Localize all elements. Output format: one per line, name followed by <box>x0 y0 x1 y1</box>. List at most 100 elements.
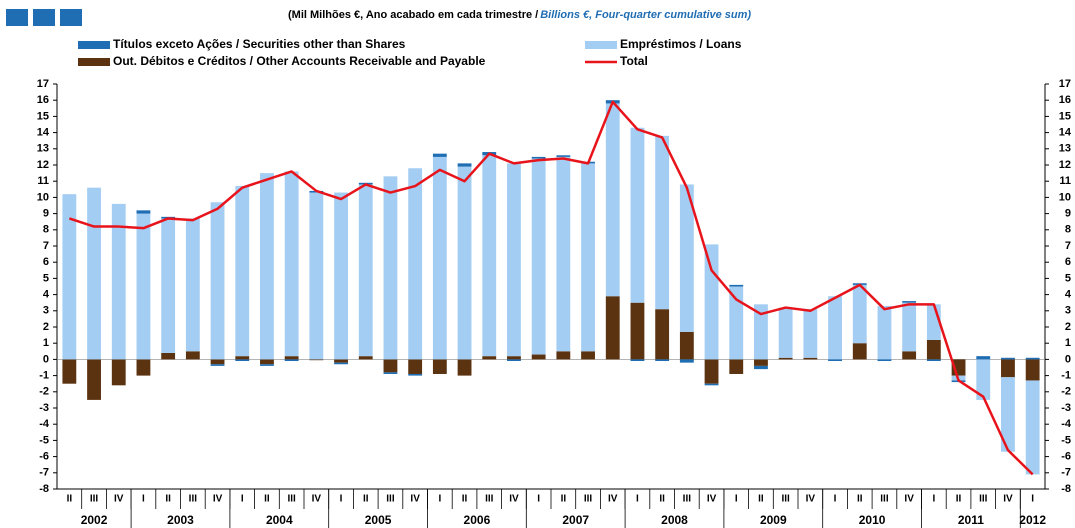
x-tick-label: II <box>659 494 665 505</box>
bar <box>630 127 645 303</box>
bar <box>136 213 151 360</box>
x-tick-label: I <box>1031 494 1034 505</box>
bar <box>185 351 200 360</box>
x-tick-label: IV <box>1003 494 1013 505</box>
bar <box>581 163 595 352</box>
legend-label: Total <box>620 54 648 68</box>
bar <box>383 359 398 373</box>
line <box>68 100 1034 476</box>
y2-tick-label: 5 <box>1065 272 1071 284</box>
y2-tick-label: -7 <box>1061 467 1071 479</box>
bar <box>902 301 917 303</box>
bar <box>383 176 398 360</box>
y-tick-label: -5 <box>39 434 49 446</box>
y-tick-label: 12 <box>37 159 49 171</box>
x-tick-label: IV <box>806 494 816 505</box>
x-tick-label: IV <box>707 494 717 505</box>
y2-tick-label: 2 <box>1065 321 1071 333</box>
bar <box>87 187 101 360</box>
x-tick-label: II <box>165 494 171 505</box>
bar <box>457 166 472 360</box>
x-tick-label: I <box>932 494 935 505</box>
y-tick-label: 7 <box>43 240 49 252</box>
bar <box>926 339 941 360</box>
y2-tick-label: 3 <box>1065 305 1071 317</box>
x-tick-label: I <box>834 494 837 505</box>
x-tick-label: II <box>857 494 863 505</box>
bar <box>1001 357 1015 360</box>
bar <box>482 356 497 360</box>
bar <box>87 359 101 400</box>
bar <box>655 135 670 310</box>
x-tick-label: II <box>758 494 764 505</box>
bar <box>556 155 571 157</box>
bar <box>284 356 299 360</box>
y2-tick-label: 11 <box>1059 175 1071 187</box>
y-tick-label: 15 <box>37 110 49 122</box>
y2-tick-label: -6 <box>1061 451 1071 463</box>
bar <box>334 192 348 360</box>
y2-tick-label: -5 <box>1061 434 1071 446</box>
y2-tick-label: -3 <box>1061 402 1071 414</box>
chart-title: (Mil Milhões €, Ano acabado em cada trim… <box>288 9 538 21</box>
y2-tick-label: -8 <box>1061 483 1071 495</box>
year-label: 2010 <box>859 513 886 527</box>
x-tick-label: II <box>67 494 73 505</box>
bar <box>457 163 472 167</box>
bar <box>877 305 892 360</box>
x-tick-label: III <box>781 494 790 505</box>
bar <box>1001 359 1015 378</box>
bar <box>1025 359 1040 381</box>
bar <box>457 359 472 376</box>
bar <box>482 155 497 357</box>
y-tick-label: 8 <box>43 224 49 236</box>
y-tick-label: -2 <box>39 386 49 398</box>
year-label: 2004 <box>266 513 293 527</box>
bar <box>531 158 546 355</box>
y-tick-label: -6 <box>39 451 49 463</box>
bar <box>210 359 225 365</box>
y2-tick-label: 15 <box>1059 110 1071 122</box>
legend-swatch <box>78 58 110 66</box>
bar <box>432 156 447 360</box>
bar <box>630 302 645 360</box>
legend-label: Títulos exceto Ações / Securities other … <box>113 37 406 51</box>
bar <box>1025 380 1040 475</box>
y2-tick-label: 16 <box>1059 94 1071 106</box>
x-tick-label: IV <box>410 494 420 505</box>
year-label: 2011 <box>958 513 984 527</box>
y-tick-label: -8 <box>39 483 49 495</box>
bar <box>334 362 348 365</box>
bar <box>704 359 719 384</box>
y2-tick-label: -1 <box>1061 370 1071 382</box>
bar <box>210 364 225 366</box>
x-tick-label: II <box>363 494 369 505</box>
x-tick-label: III <box>287 494 296 505</box>
y-tick-label: 4 <box>43 289 50 301</box>
y-tick-label: 6 <box>43 256 49 268</box>
bar <box>408 359 423 374</box>
bar <box>828 359 842 362</box>
y-tick-label: 10 <box>37 191 49 203</box>
y2-tick-label: -4 <box>1061 418 1072 430</box>
y2-tick-label: 7 <box>1065 240 1071 252</box>
x-tick-label: I <box>735 494 738 505</box>
y-tick-label: -7 <box>39 467 49 479</box>
logo-block <box>33 9 55 26</box>
y2-tick-label: 14 <box>1059 127 1072 139</box>
x-tick-label: IV <box>509 494 519 505</box>
bar <box>754 304 768 360</box>
bar <box>803 309 818 358</box>
y2-tick-label: 10 <box>1059 191 1071 203</box>
bar <box>976 359 991 400</box>
x-tick-label: IV <box>114 494 124 505</box>
bar <box>111 203 126 360</box>
bar <box>926 359 941 362</box>
year-label: 2003 <box>167 513 194 527</box>
bar <box>507 359 521 362</box>
bar <box>778 307 793 358</box>
bar <box>754 365 768 370</box>
bar <box>507 163 521 357</box>
bar <box>507 356 521 360</box>
bar <box>334 359 348 363</box>
